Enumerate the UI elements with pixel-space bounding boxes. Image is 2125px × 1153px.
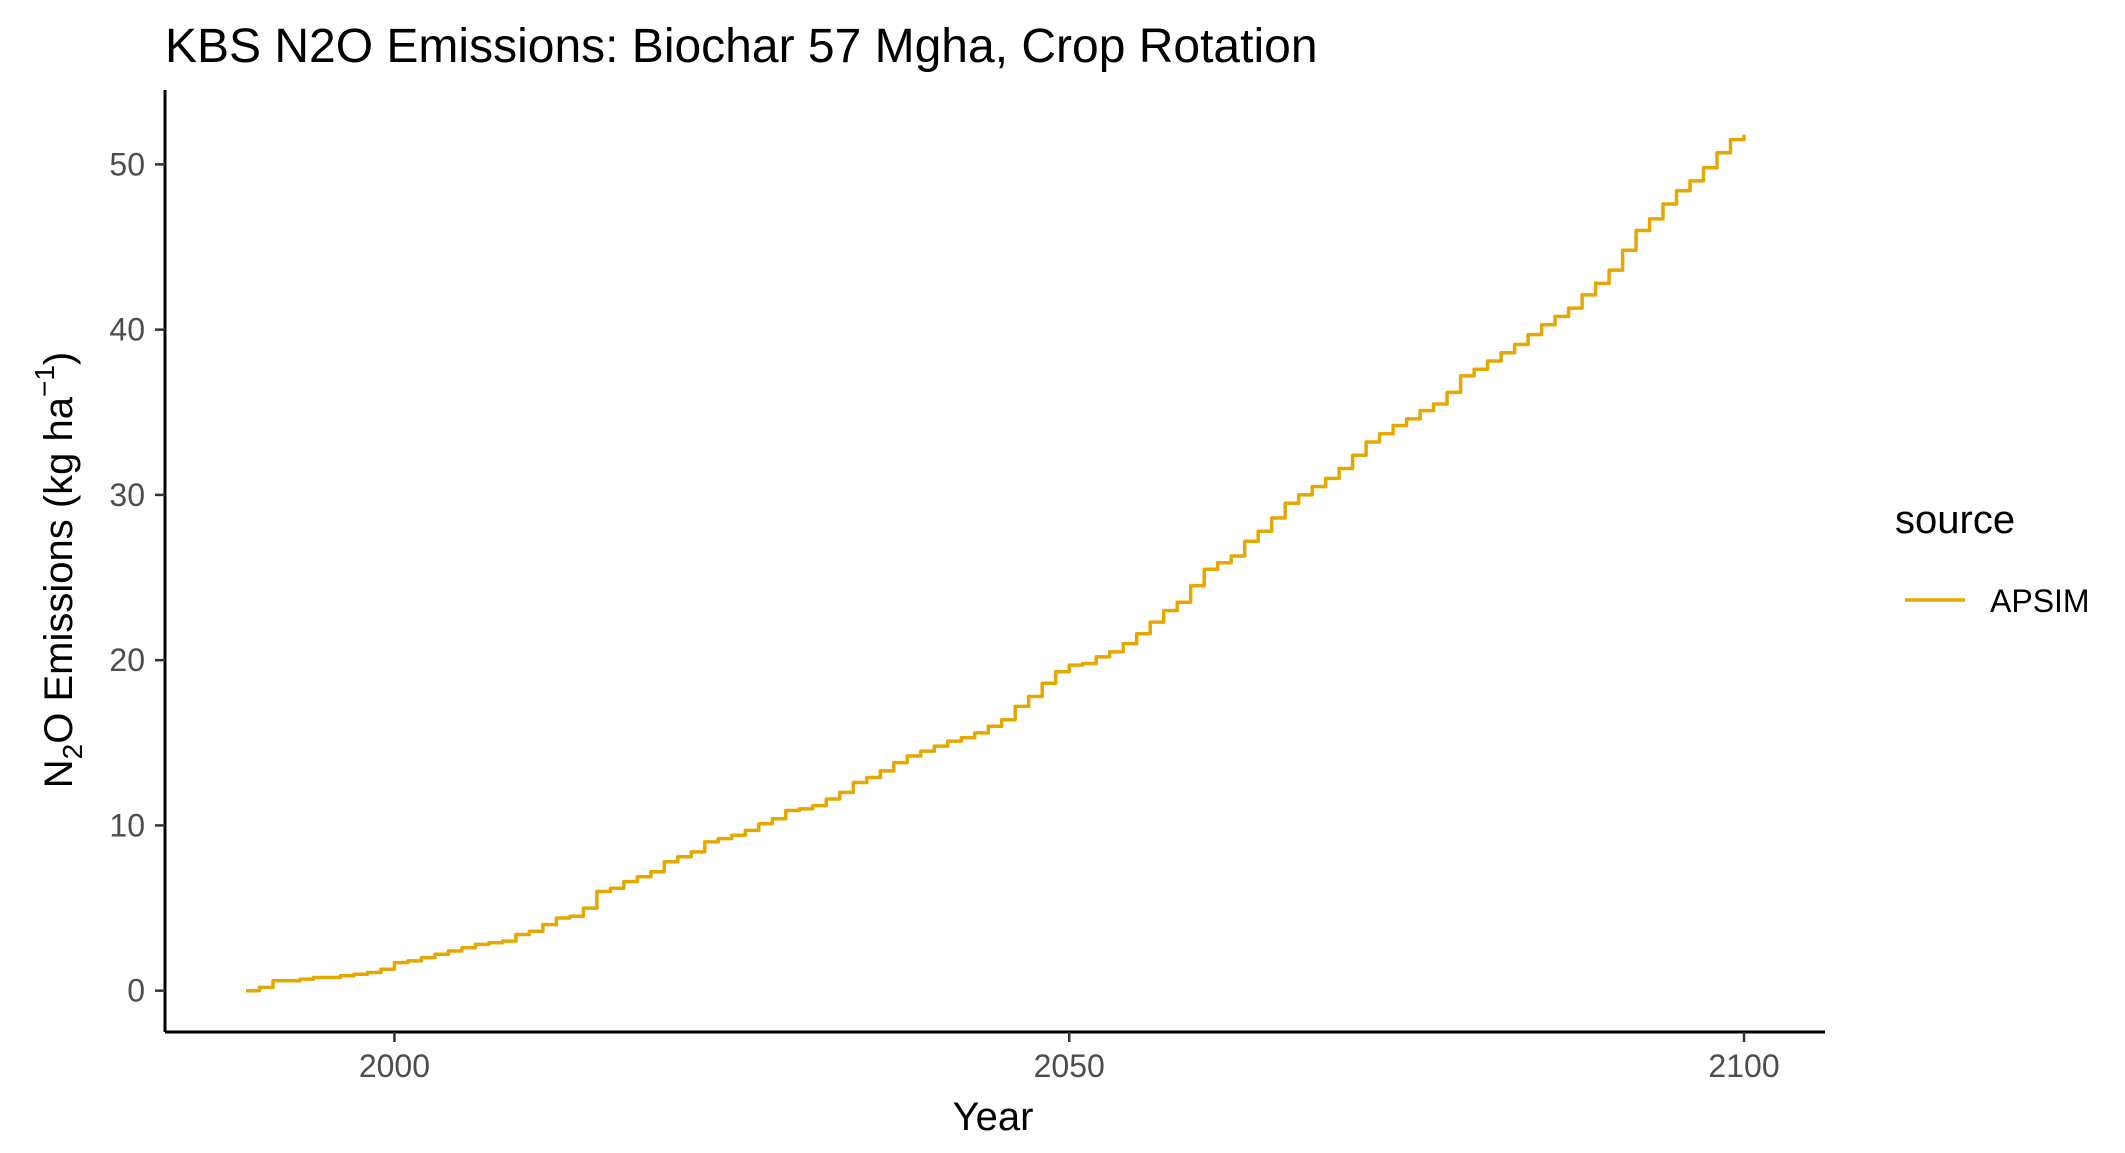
series-line-apsim [246, 134, 1746, 993]
y-tick-label: 50 [109, 146, 145, 182]
x-axis: 2000 2050 2100 [165, 1030, 1825, 1084]
y-tick-label: 0 [127, 973, 145, 1009]
y-axis-title-rest: O Emissions (kg ha [37, 396, 81, 744]
x-tick-label: 2000 [359, 1048, 430, 1084]
y-axis-title: N2O Emissions (kg ha−1) [29, 352, 88, 789]
chart-title: KBS N2O Emissions: Biochar 57 Mgha, Crop… [165, 20, 1318, 73]
y-axis-title-main: N [37, 759, 81, 788]
x-axis-title: Year [953, 1095, 1034, 1139]
legend-title: source [1895, 498, 2015, 542]
y-tick-label: 40 [109, 312, 145, 348]
y-tick-label: 10 [109, 807, 145, 843]
legend: source APSIM [1895, 498, 2090, 619]
y-axis-title-sup: −1 [29, 365, 60, 397]
legend-label-apsim: APSIM [1990, 583, 2090, 619]
plot-area [246, 134, 1746, 993]
y-tick-label: 30 [109, 477, 145, 513]
svg-text:N2O Emissions (kg ha−1): N2O Emissions (kg ha−1) [29, 352, 88, 789]
x-tick-label: 2100 [1708, 1048, 1779, 1084]
x-tick-label: 2050 [1034, 1048, 1105, 1084]
y-axis: 0 10 20 30 40 50 [109, 90, 167, 1032]
y-tick-label: 20 [109, 642, 145, 678]
y-axis-title-close: ) [37, 352, 81, 365]
y-axis-title-sub: 2 [57, 744, 88, 760]
